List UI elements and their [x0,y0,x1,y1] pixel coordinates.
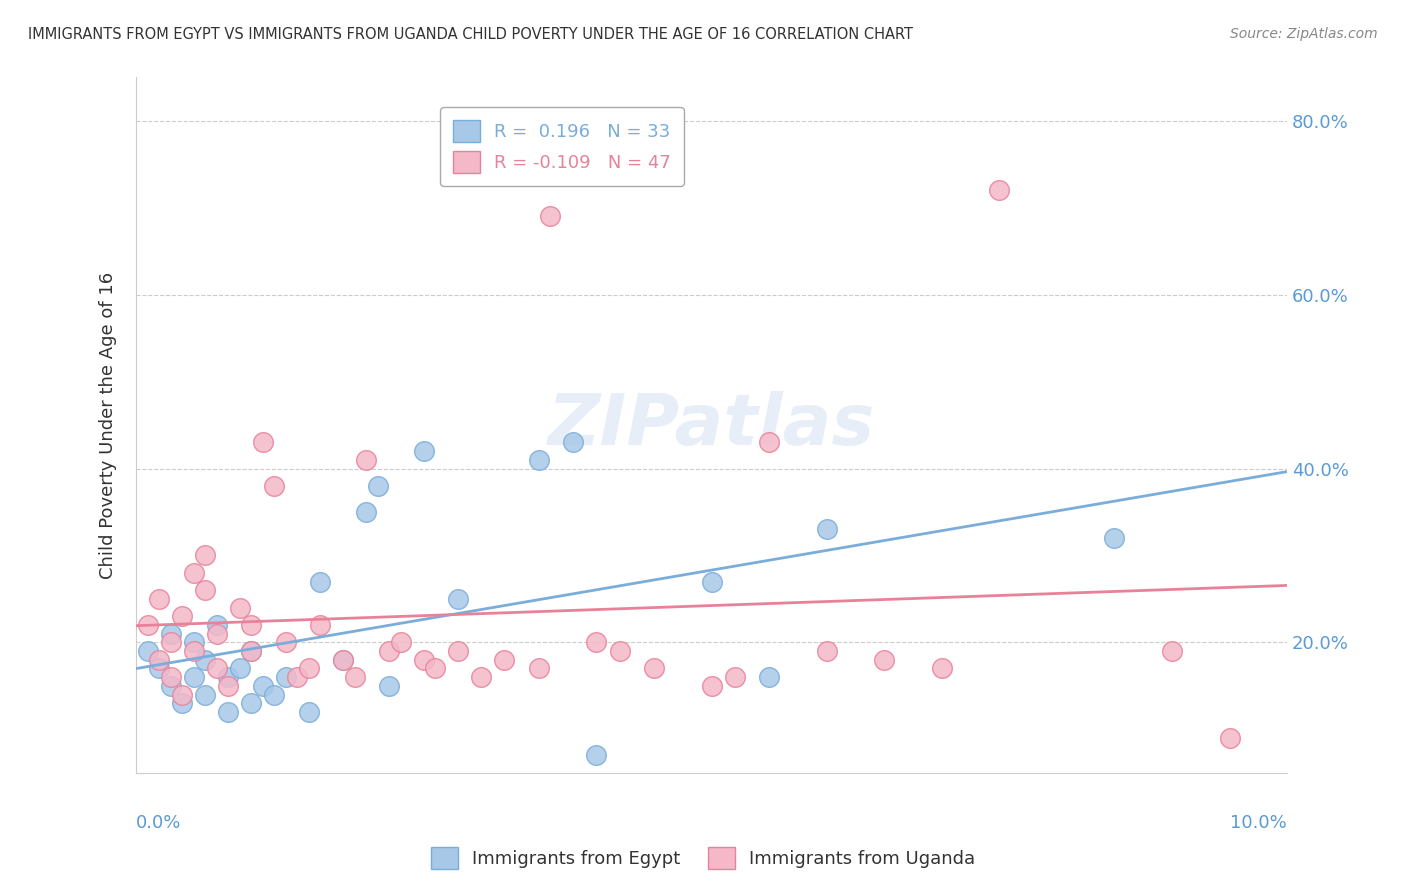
Point [263,688,285,702]
Legend: Immigrants from Egypt, Immigrants from Uganda: Immigrants from Egypt, Immigrants from U… [422,838,984,879]
Point [723,670,745,684]
Point [1218,731,1240,745]
Point [240,696,263,710]
Point [205,618,228,632]
Text: IMMIGRANTS FROM EGYPT VS IMMIGRANTS FROM UGANDA CHILD POVERTY UNDER THE AGE OF 1: IMMIGRANTS FROM EGYPT VS IMMIGRANTS FROM… [28,27,912,42]
Point [412,444,434,458]
Text: 10.0%: 10.0% [1230,814,1286,832]
Point [332,653,354,667]
Point [274,670,297,684]
Point [205,626,228,640]
Point [240,644,263,658]
Point [389,635,412,649]
Point [205,661,228,675]
Point [356,453,378,467]
Point [136,644,159,658]
Point [873,653,896,667]
Point [425,661,447,675]
Point [194,688,217,702]
Point [1104,531,1126,545]
Point [988,183,1011,197]
Point [298,661,321,675]
Point [758,670,780,684]
Point [228,600,250,615]
Point [609,644,631,658]
Point [172,609,194,624]
Point [562,435,585,450]
Text: 0.0%: 0.0% [136,814,181,832]
Y-axis label: Child Poverty Under the Age of 16: Child Poverty Under the Age of 16 [100,271,117,579]
Point [194,549,217,563]
Point [240,618,263,632]
Point [540,210,562,224]
Legend: R =  0.196   N = 33, R = -0.109   N = 47: R = 0.196 N = 33, R = -0.109 N = 47 [440,107,683,186]
Point [148,591,170,606]
Point [298,705,321,719]
Point [367,479,389,493]
Point [447,591,470,606]
Point [217,679,239,693]
Point [136,618,159,632]
Point [228,661,250,675]
Point [183,644,205,658]
Point [194,653,217,667]
Point [447,644,470,658]
Point [252,435,274,450]
Point [931,661,953,675]
Point [343,670,366,684]
Point [172,688,194,702]
Point [527,661,550,675]
Point [585,635,607,649]
Point [183,566,205,580]
Point [585,748,607,763]
Point [183,635,205,649]
Point [148,661,170,675]
Point [643,661,665,675]
Point [527,453,550,467]
Point [263,479,285,493]
Point [815,644,838,658]
Point [159,626,181,640]
Point [470,670,492,684]
Point [378,679,401,693]
Point [148,653,170,667]
Point [285,670,308,684]
Point [700,574,723,589]
Point [159,635,181,649]
Point [159,679,181,693]
Point [494,653,516,667]
Point [309,574,332,589]
Point [332,653,354,667]
Point [217,705,239,719]
Point [159,670,181,684]
Point [378,644,401,658]
Point [252,679,274,693]
Text: Source: ZipAtlas.com: Source: ZipAtlas.com [1230,27,1378,41]
Point [412,653,434,667]
Point [172,696,194,710]
Point [1161,644,1184,658]
Point [274,635,297,649]
Point [217,670,239,684]
Point [815,522,838,536]
Point [194,583,217,598]
Point [183,670,205,684]
Point [356,505,378,519]
Point [700,679,723,693]
Point [758,435,780,450]
Point [240,644,263,658]
Point [309,618,332,632]
Text: ZIPatlas: ZIPatlas [548,391,876,459]
